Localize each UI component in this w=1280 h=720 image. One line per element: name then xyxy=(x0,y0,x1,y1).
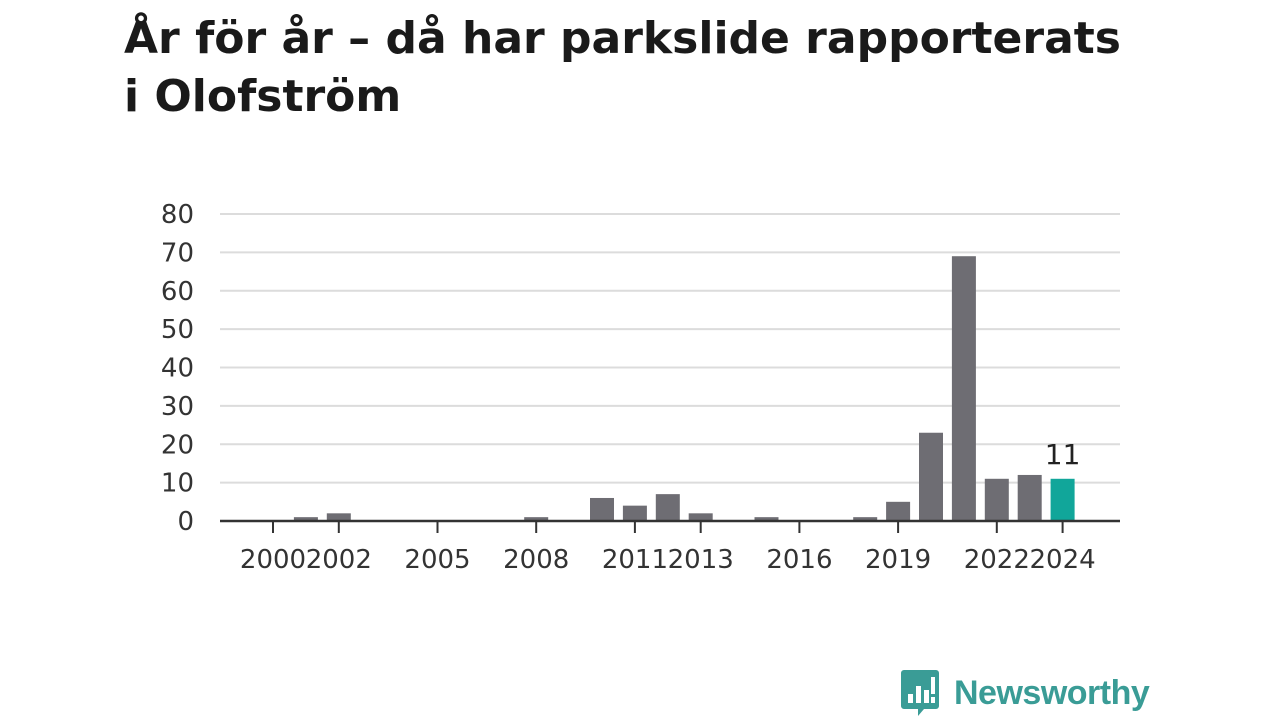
bar-2024 xyxy=(1050,478,1075,521)
y-tick-label-70: 70 xyxy=(161,238,194,268)
chart-title-line-2: i Olofström xyxy=(124,71,402,122)
y-tick-label-10: 10 xyxy=(161,469,194,499)
bar-2021 xyxy=(951,256,976,521)
bar-2015 xyxy=(754,517,779,521)
y-tick-label-20: 20 xyxy=(161,430,194,460)
x-tick-label-2016: 2016 xyxy=(766,545,832,575)
bar-2019 xyxy=(886,501,911,521)
bar-2002 xyxy=(326,513,351,521)
bar-2011 xyxy=(622,505,647,521)
y-tick-label-60: 60 xyxy=(161,277,194,307)
x-tick-label-2008: 2008 xyxy=(503,545,569,575)
bar-2001 xyxy=(293,517,318,521)
x-tick-label-2022: 2022 xyxy=(964,545,1030,575)
chart-title: År för år – då har parkslide rapporterat… xyxy=(124,10,1224,126)
x-tick-label-2002: 2002 xyxy=(306,545,372,575)
y-tick-label-40: 40 xyxy=(161,354,194,384)
y-tick-label-80: 80 xyxy=(161,200,194,230)
x-tick-label-2005: 2005 xyxy=(404,545,470,575)
bar-2013 xyxy=(688,513,713,521)
newsworthy-logo: Newsworthy xyxy=(900,668,1150,718)
x-tick-label-2000: 2000 xyxy=(240,545,306,575)
y-tick-label-0: 0 xyxy=(177,507,194,537)
bar-2022 xyxy=(984,478,1009,521)
chart-title-line-1: År för år – då har parkslide rapporterat… xyxy=(124,13,1121,64)
x-tick-label-2019: 2019 xyxy=(865,545,931,575)
bar-2008 xyxy=(524,517,549,521)
bar-2023 xyxy=(1017,474,1042,521)
data-label-2024: 11 xyxy=(1045,438,1081,471)
x-tick-label-2024: 2024 xyxy=(1030,545,1096,575)
y-tick-label-30: 30 xyxy=(161,392,194,422)
bar-2012 xyxy=(655,494,680,521)
newsworthy-logo-text: Newsworthy xyxy=(954,673,1150,712)
bar-2020 xyxy=(919,432,943,521)
x-tick-label-2013: 2013 xyxy=(668,545,734,575)
newsworthy-logo-icon xyxy=(901,670,939,716)
bar-2018 xyxy=(853,517,878,521)
x-tick-label-2011: 2011 xyxy=(602,545,668,575)
y-tick-label-50: 50 xyxy=(161,315,194,345)
bar-2010 xyxy=(590,497,614,521)
